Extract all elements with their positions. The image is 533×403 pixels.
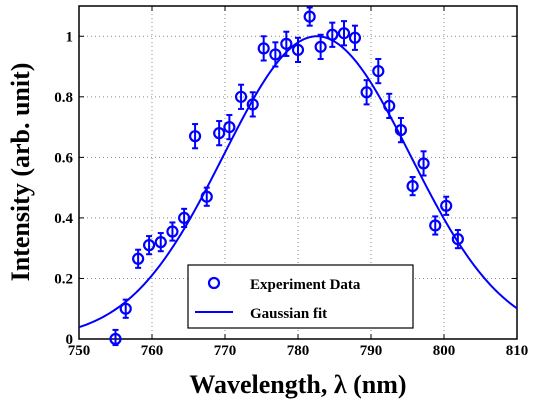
data-point <box>440 195 453 216</box>
data-point-marker <box>166 225 179 238</box>
data-point-marker <box>383 99 396 113</box>
legend-marker-experiment-icon <box>207 276 221 290</box>
data-point-marker <box>257 42 270 55</box>
data-point <box>326 21 339 48</box>
data-point-marker <box>188 130 202 143</box>
x-tick-label: 760 <box>141 343 164 359</box>
data-point-marker <box>119 302 132 315</box>
x-tick-label: 770 <box>214 343 237 359</box>
data-point-marker <box>200 190 213 203</box>
data-point-marker <box>406 180 419 193</box>
x-axis: 750 760 770 780 790 800 810 <box>68 6 529 359</box>
data-point <box>234 83 248 110</box>
y-tick-label: 0.6 <box>54 150 73 166</box>
grid <box>79 6 517 339</box>
data-point <box>348 24 362 51</box>
y-tick-label: 0.4 <box>54 211 73 227</box>
data-point <box>417 150 430 177</box>
data-point-marker <box>372 64 385 78</box>
y-axis-title: Intensity (arb. unit) <box>6 63 35 282</box>
data-point-marker <box>142 239 156 252</box>
data-point-marker <box>417 157 430 170</box>
data-point <box>178 207 191 228</box>
data-point-marker <box>291 43 305 56</box>
data-point <box>119 298 132 319</box>
data-point <box>291 36 305 64</box>
data-point-marker <box>303 10 316 23</box>
data-point-marker <box>234 90 248 103</box>
data-point-marker <box>451 233 464 246</box>
data-point <box>200 186 213 207</box>
data-point-marker <box>394 124 408 137</box>
data-point <box>303 6 316 27</box>
x-tick-label: 750 <box>68 343 91 359</box>
x-tick-label: 790 <box>360 343 383 359</box>
data-point-marker <box>246 98 259 111</box>
data-point <box>142 235 156 256</box>
data-point-marker <box>213 127 226 140</box>
x-axis-title: Wavelength, λ (nm) <box>189 370 406 399</box>
data-point <box>188 123 202 150</box>
data-point-marker <box>178 211 191 225</box>
y-tick-label: 0.2 <box>54 271 73 287</box>
y-axis: 0 0.2 0.4 0.6 0.8 1 <box>54 29 517 348</box>
data-point <box>223 113 236 141</box>
x-tick-label: 800 <box>433 343 456 359</box>
data-point <box>109 328 122 347</box>
y-tick-label: 0 <box>66 332 74 348</box>
data-point <box>257 35 270 62</box>
data-point <box>314 33 327 60</box>
legend-label-experiment: Experiment Data <box>250 277 361 293</box>
data-point <box>269 41 282 68</box>
data-point-marker <box>280 37 293 50</box>
data-point <box>372 57 385 85</box>
data-point <box>451 229 464 250</box>
x-tick-label: 810 <box>506 343 529 359</box>
data-point-marker <box>337 27 351 40</box>
data-point <box>337 20 351 47</box>
data-point <box>383 92 396 120</box>
legend-box <box>187 264 414 329</box>
data-point <box>280 30 293 57</box>
data-point <box>394 117 408 144</box>
data-point <box>213 120 226 147</box>
data-point-marker <box>223 120 236 134</box>
data-point <box>154 232 167 253</box>
y-tick-label: 0.8 <box>54 90 73 106</box>
data-point-marker <box>360 86 373 99</box>
data-point-marker <box>314 40 327 53</box>
x-tick-label: 780 <box>287 343 310 359</box>
data-point <box>429 215 442 236</box>
data-point-marker <box>348 31 362 44</box>
legend: Experiment Data Gaussian fit <box>187 264 414 329</box>
data-point <box>246 91 259 118</box>
data-point <box>406 176 419 197</box>
legend-label-gaussian: Gaussian fit <box>250 306 327 322</box>
data-point <box>360 79 373 106</box>
data-points-layer <box>109 6 464 347</box>
data-point <box>166 221 179 242</box>
data-point-marker <box>154 236 167 249</box>
data-point-marker <box>429 219 442 232</box>
data-point-marker <box>109 332 122 346</box>
data-point <box>132 248 145 269</box>
data-point-marker <box>132 252 145 265</box>
data-point-marker <box>269 48 282 61</box>
y-tick-label: 1 <box>66 29 74 45</box>
data-point-marker <box>440 199 453 212</box>
data-point-marker <box>326 28 339 41</box>
